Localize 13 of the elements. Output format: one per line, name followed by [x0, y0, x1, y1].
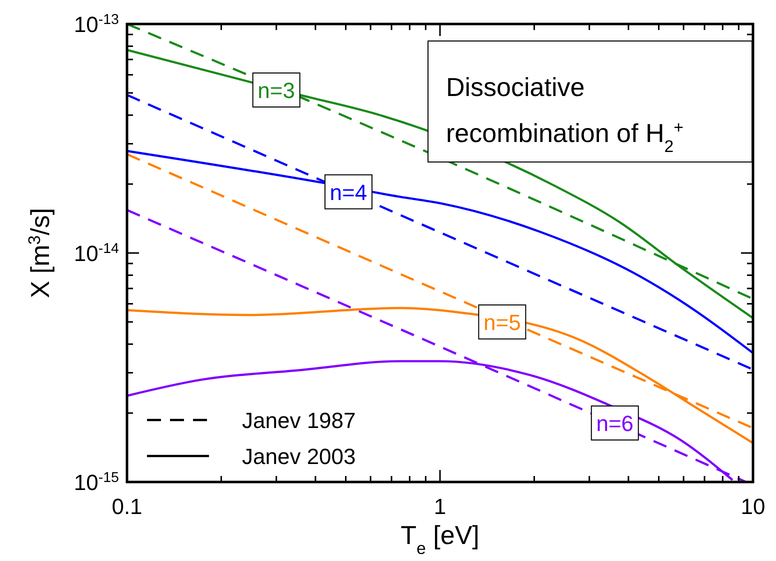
- annotation: Janev 2003: [242, 444, 356, 469]
- annotation: n=4: [330, 180, 368, 205]
- x-tick-label: 10: [740, 494, 766, 519]
- y-tick-label: 10$^{-15}$: [74, 470, 120, 495]
- annotation: Janev 1987: [242, 408, 356, 433]
- annotation: n=5: [484, 310, 521, 335]
- y-tick-label: 10$^{-14}$: [74, 241, 120, 266]
- x-tick-label: 0.1: [112, 494, 142, 519]
- annotation: n=3: [258, 78, 296, 103]
- x-tick-label: 1: [434, 494, 446, 519]
- annotation: n=6: [596, 410, 634, 436]
- x-axis-title: T$_{e}$ [eV]: [400, 520, 480, 558]
- y-tick-label: 10$^{-13}$: [74, 12, 120, 37]
